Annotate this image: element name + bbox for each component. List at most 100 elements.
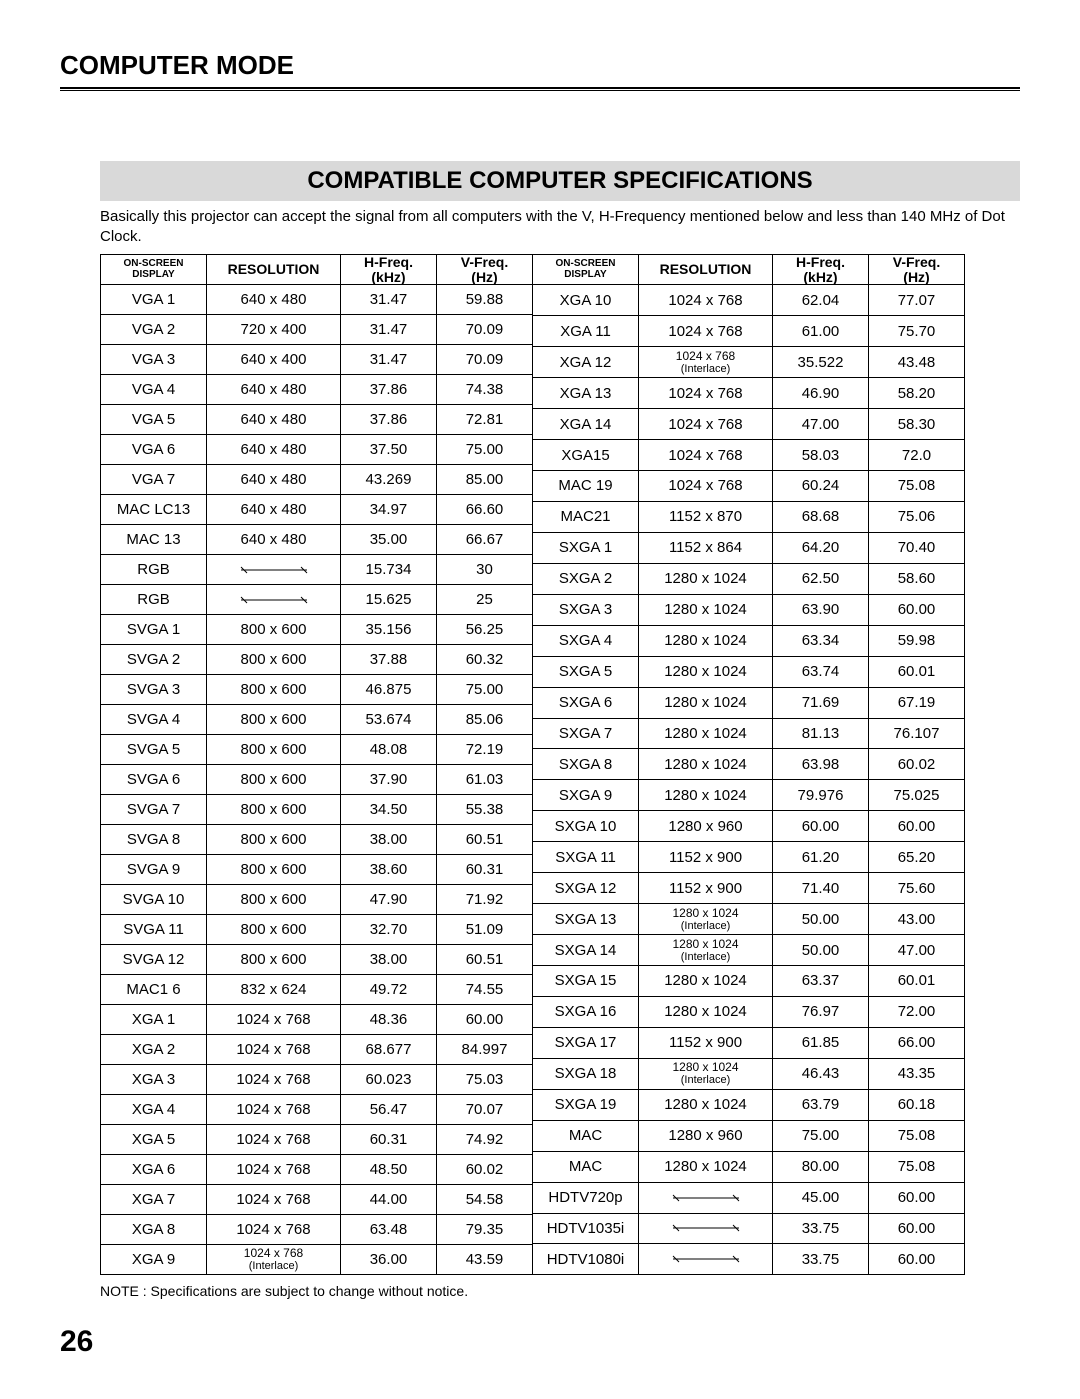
table-cell: SXGA 7 — [533, 718, 639, 749]
table-cell: 75.025 — [869, 780, 965, 811]
table-cell: MAC LC13 — [101, 495, 207, 525]
col-vfreq: V-Freq.(Hz) — [437, 255, 533, 285]
table-cell: 70.40 — [869, 532, 965, 563]
table-cell: XGA 5 — [101, 1125, 207, 1155]
table-row: MAC1280 x 96075.0075.08 — [533, 1120, 965, 1151]
table-row: MAC LC13640 x 48034.9766.60 — [101, 495, 533, 525]
table-cell: 31.47 — [341, 315, 437, 345]
table-row: XGA 61024 x 76848.5060.02 — [101, 1155, 533, 1185]
table-row: SXGA 151280 x 102463.3760.01 — [533, 966, 965, 997]
table-cell: 37.86 — [341, 375, 437, 405]
table-cell: 720 x 400 — [207, 315, 341, 345]
table-cell: 61.03 — [437, 765, 533, 795]
table-cell: SVGA 5 — [101, 735, 207, 765]
table-cell: 640 x 480 — [207, 525, 341, 555]
table-cell: 85.06 — [437, 705, 533, 735]
table-cell: 37.88 — [341, 645, 437, 675]
table-cell: VGA 2 — [101, 315, 207, 345]
table-cell: SVGA 3 — [101, 675, 207, 705]
table-cell: 71.40 — [773, 873, 869, 904]
table-cell: 64.20 — [773, 532, 869, 563]
table-row: SVGA 8800 x 60038.0060.51 — [101, 825, 533, 855]
table-cell: XGA 7 — [101, 1185, 207, 1215]
table-cell: MAC21 — [533, 501, 639, 532]
table-row: SXGA 181280 x 1024(Interlace)46.4343.35 — [533, 1058, 965, 1089]
col-hfreq: H-Freq.(kHz) — [341, 255, 437, 285]
table-row: HDTV1035i33.7560.00 — [533, 1213, 965, 1244]
table-row: VGA 7640 x 48043.26985.00 — [101, 465, 533, 495]
table-cell: 63.90 — [773, 594, 869, 625]
table-cell: MAC1 6 — [101, 975, 207, 1005]
table-cell: XGA 1 — [101, 1005, 207, 1035]
col-resolution: RESOLUTION — [207, 255, 341, 285]
table-cell: 35.00 — [341, 525, 437, 555]
table-cell: 640 x 480 — [207, 465, 341, 495]
table-cell: 74.38 — [437, 375, 533, 405]
table-cell: 50.00 — [773, 935, 869, 966]
table-cell: 84.997 — [437, 1035, 533, 1065]
table-cell: 800 x 600 — [207, 705, 341, 735]
table-cell: 49.72 — [341, 975, 437, 1005]
table-row: RGB15.62525 — [101, 585, 533, 615]
table-cell: SXGA 6 — [533, 687, 639, 718]
table-cell: VGA 7 — [101, 465, 207, 495]
col-vfreq: V-Freq.(Hz) — [869, 255, 965, 285]
table-cell: 75.06 — [869, 501, 965, 532]
table-cell: 68.677 — [341, 1035, 437, 1065]
table-row: SXGA 171152 x 90061.8566.00 — [533, 1027, 965, 1058]
table-cell: 72.81 — [437, 405, 533, 435]
table-cell: 37.50 — [341, 435, 437, 465]
table-cell: SXGA 4 — [533, 625, 639, 656]
table-cell: 1280 x 1024 — [639, 780, 773, 811]
table-row: XGA 71024 x 76844.0054.58 — [101, 1185, 533, 1215]
table-cell: SXGA 2 — [533, 563, 639, 594]
table-cell: 77.07 — [869, 285, 965, 316]
table-cell: 1280 x 1024(Interlace) — [639, 935, 773, 966]
table-cell: 60.00 — [773, 811, 869, 842]
table-cell: 60.00 — [869, 1213, 965, 1244]
interlace-cell: 1280 x 1024(Interlace) — [639, 1061, 772, 1086]
table-cell: 640 x 480 — [207, 495, 341, 525]
table-cell: 800 x 600 — [207, 915, 341, 945]
col-display: ON-SCREENDISPLAY — [533, 255, 639, 285]
table-cell: 58.03 — [773, 440, 869, 471]
table-cell: SXGA 15 — [533, 966, 639, 997]
table-row: SXGA 41280 x 102463.3459.98 — [533, 625, 965, 656]
table-cell: SXGA 17 — [533, 1027, 639, 1058]
table-row: SXGA 51280 x 102463.7460.01 — [533, 656, 965, 687]
table-cell: 60.31 — [341, 1125, 437, 1155]
table-cell: 70.09 — [437, 315, 533, 345]
intro-text: Basically this projector can accept the … — [100, 207, 1020, 246]
table-cell: 640 x 400 — [207, 345, 341, 375]
table-cell: 60.00 — [869, 1182, 965, 1213]
table-cell: 36.00 — [341, 1245, 437, 1275]
table-cell: SXGA 3 — [533, 594, 639, 625]
col-resolution: RESOLUTION — [639, 255, 773, 285]
table-cell: 63.74 — [773, 656, 869, 687]
table-row: MAC1 6832 x 62449.7274.55 — [101, 975, 533, 1005]
table-cell: 74.55 — [437, 975, 533, 1005]
table-cell: 35.156 — [341, 615, 437, 645]
table-cell: SVGA 4 — [101, 705, 207, 735]
table-cell: 72.00 — [869, 996, 965, 1027]
table-cell: 59.88 — [437, 285, 533, 315]
table-row: XGA 121024 x 768(Interlace)35.52243.48 — [533, 347, 965, 378]
table-cell: 1024 x 768 — [207, 1005, 341, 1035]
table-cell: 75.00 — [773, 1120, 869, 1151]
table-cell: 1024 x 768 — [639, 378, 773, 409]
table-cell: 43.48 — [869, 347, 965, 378]
table-cell: SVGA 8 — [101, 825, 207, 855]
table-row: XGA151024 x 76858.0372.0 — [533, 440, 965, 471]
table-cell: 74.92 — [437, 1125, 533, 1155]
table-cell: SVGA 2 — [101, 645, 207, 675]
table-cell: 51.09 — [437, 915, 533, 945]
table-cell: 71.92 — [437, 885, 533, 915]
table-cell: 43.35 — [869, 1058, 965, 1089]
table-cell: XGA 12 — [533, 347, 639, 378]
table-cell: 1024 x 768 — [207, 1185, 341, 1215]
table-row: XGA 91024 x 768(Interlace)36.0043.59 — [101, 1245, 533, 1275]
table-cell: 1152 x 864 — [639, 532, 773, 563]
table-cell: 66.60 — [437, 495, 533, 525]
table-row: VGA 4640 x 48037.8674.38 — [101, 375, 533, 405]
table-cell: 15.625 — [341, 585, 437, 615]
